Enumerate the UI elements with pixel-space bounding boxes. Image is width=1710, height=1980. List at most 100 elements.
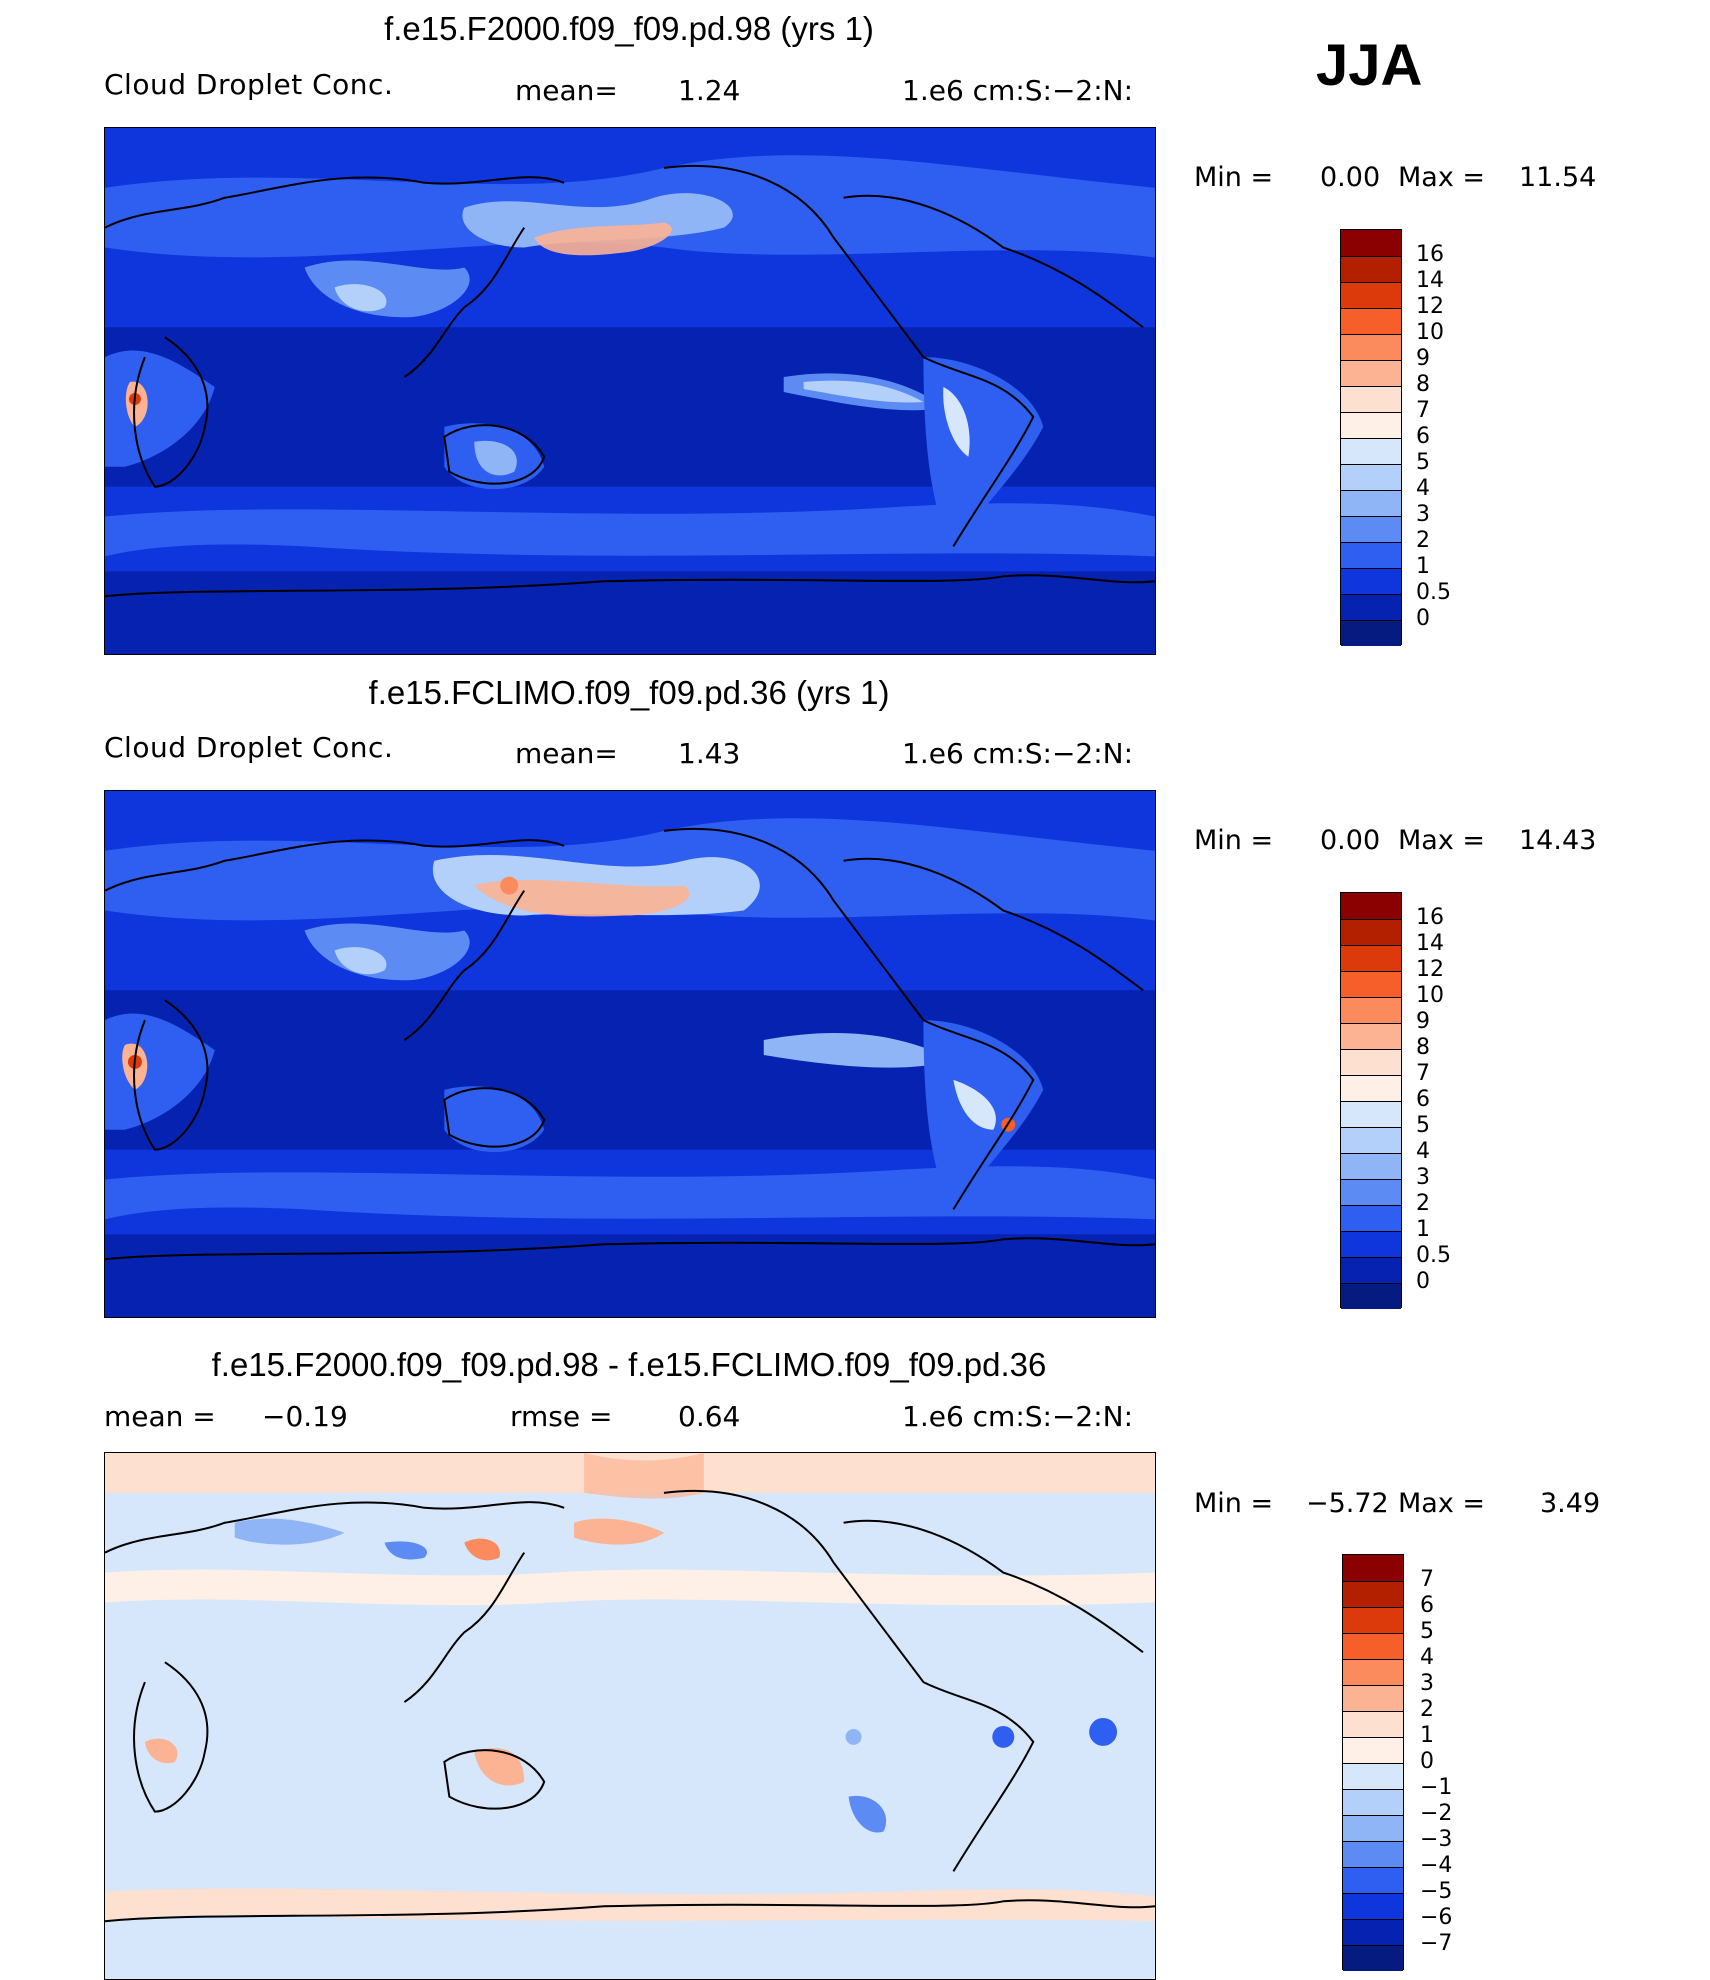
- panel3-colorbar-tick-label: 7: [1420, 1567, 1434, 1592]
- panel3-colorbar-tick-label: −1: [1420, 1775, 1453, 1800]
- panel1-colorbar-tick-label: 6: [1416, 424, 1430, 449]
- panel2-colorbar-swatch: [1341, 1179, 1401, 1205]
- panel1-colorbar-swatch: [1341, 386, 1401, 412]
- panel3-mean-label: mean =: [104, 1400, 216, 1433]
- panel2-colorbar-tick-label: 6: [1416, 1087, 1430, 1112]
- panel2-colorbar-swatch: [1341, 1101, 1401, 1127]
- panel2-colorbar-tick-label: 8: [1416, 1035, 1430, 1060]
- panel3-colorbar-tick-label: −7: [1420, 1931, 1453, 1956]
- panel3-colorbar-tick-label: −6: [1420, 1905, 1453, 1930]
- panel2-colorbar-swatch: [1341, 1023, 1401, 1049]
- panel2-colorbar-tick-label: 12: [1416, 957, 1444, 982]
- panel1-colorbar-tick-label: 1: [1416, 554, 1430, 579]
- panel3-colorbar-swatch: [1343, 1945, 1403, 1971]
- panel2-colorbar-tick-label: 14: [1416, 931, 1444, 956]
- panel2-colorbar-tick-label: 3: [1416, 1165, 1430, 1190]
- panel2-map: [104, 790, 1156, 1318]
- panel2-colorbar-swatch: [1341, 945, 1401, 971]
- panel3-colorbar-swatch: [1343, 1581, 1403, 1607]
- panel2-colorbar-tick-label: 5: [1416, 1113, 1430, 1138]
- panel2-colorbar-tick-label: 0: [1416, 1269, 1430, 1294]
- panel3-units: 1.e6 cm:S:−2:N:: [902, 1400, 1134, 1433]
- panel1-colorbar: [1340, 229, 1402, 646]
- panel3-mean-value: −0.19: [262, 1400, 348, 1433]
- panel3-colorbar-tick-label: 3: [1420, 1671, 1434, 1696]
- panel2-colorbar-tick-label: 7: [1416, 1061, 1430, 1086]
- panel3-colorbar-swatch: [1343, 1685, 1403, 1711]
- panel1-max-label: Max =: [1398, 162, 1486, 193]
- panel3-colorbar-swatch: [1343, 1555, 1403, 1581]
- panel2-title: f.e15.FCLIMO.f09_f09.pd.36 (yrs 1): [368, 674, 890, 711]
- panel1-colorbar-swatch: [1341, 282, 1401, 308]
- panel2-colorbar-swatch: [1341, 1205, 1401, 1231]
- panel3-title: f.e15.F2000.f09_f09.pd.98 - f.e15.FCLIMO…: [211, 1346, 1047, 1383]
- panel2-colorbar-tick-label: 0.5: [1416, 1243, 1451, 1268]
- panel3-colorbar-swatch: [1343, 1607, 1403, 1633]
- panel1-colorbar-tick-label: 5: [1416, 450, 1430, 475]
- panel1-colorbar-tick-label: 8: [1416, 372, 1430, 397]
- panel1-colorbar-tick-label: 16: [1416, 242, 1444, 267]
- panel1-colorbar-swatch: [1341, 256, 1401, 282]
- panel1-colorbar-tick-label: 0.5: [1416, 580, 1451, 605]
- panel3-colorbar-tick-label: −5: [1420, 1879, 1453, 1904]
- panel2-min-label: Min =: [1194, 825, 1274, 856]
- panel3-colorbar-swatch: [1343, 1867, 1403, 1893]
- panel1-colorbar-tick-label: 4: [1416, 476, 1430, 501]
- panel2-colorbar-tick-label: 2: [1416, 1191, 1430, 1216]
- panel3-colorbar-swatch: [1343, 1659, 1403, 1685]
- panel3-max-label: Max =: [1398, 1488, 1486, 1519]
- panel3-colorbar-tick-label: 0: [1420, 1749, 1434, 1774]
- panel1-colorbar-tick-label: 12: [1416, 294, 1444, 319]
- panel3-map: [104, 1452, 1156, 1980]
- panel2-colorbar-swatch: [1341, 1127, 1401, 1153]
- panel3-colorbar-tick-label: −2: [1420, 1801, 1453, 1826]
- panel3-colorbar-swatch: [1343, 1763, 1403, 1789]
- panel2-max-label: Max =: [1398, 825, 1486, 856]
- panel2-colorbar-swatch: [1341, 1257, 1401, 1283]
- panel1-colorbar-swatch: [1341, 516, 1401, 542]
- panel3-colorbar-tick-label: −4: [1420, 1853, 1453, 1878]
- panel1-colorbar-swatch: [1341, 334, 1401, 360]
- panel1-colorbar-swatch: [1341, 308, 1401, 334]
- panel3-colorbar-swatch: [1343, 1919, 1403, 1945]
- panel1-colorbar-swatch: [1341, 594, 1401, 620]
- panel1-mean-value: 1.24: [678, 74, 741, 107]
- panel1-variable: Cloud Droplet Conc.: [104, 68, 394, 101]
- panel3-colorbar-tick-label: 4: [1420, 1645, 1434, 1670]
- panel1-colorbar-swatch: [1341, 360, 1401, 386]
- panel1-colorbar-tick-label: 2: [1416, 528, 1430, 553]
- panel2-colorbar-swatch: [1341, 1049, 1401, 1075]
- panel1-colorbar-tick-label: 7: [1416, 398, 1430, 423]
- panel3-colorbar-tick-label: 5: [1420, 1619, 1434, 1644]
- panel1-max-value: 11.54: [1519, 162, 1597, 193]
- panel2-colorbar-tick-label: 9: [1416, 1009, 1430, 1034]
- panel3-colorbar-swatch: [1343, 1737, 1403, 1763]
- panel3-colorbar-swatch: [1343, 1789, 1403, 1815]
- panel1-colorbar-swatch: [1341, 568, 1401, 594]
- panel1-min-label: Min =: [1194, 162, 1274, 193]
- panel3-colorbar-tick-label: 2: [1420, 1697, 1434, 1722]
- panel1-colorbar-tick-label: 0: [1416, 606, 1430, 631]
- panel2-colorbar-swatch: [1341, 997, 1401, 1023]
- panel1-title: f.e15.F2000.f09_f09.pd.98 (yrs 1): [384, 10, 874, 47]
- panel2-colorbar-tick-label: 4: [1416, 1139, 1430, 1164]
- panel2-variable: Cloud Droplet Conc.: [104, 731, 394, 764]
- panel2-mean-value: 1.43: [678, 737, 741, 770]
- panel3-colorbar-tick-label: 6: [1420, 1593, 1434, 1618]
- panel1-colorbar-tick-label: 14: [1416, 268, 1444, 293]
- panel3-min-value: −5.72: [1306, 1488, 1389, 1519]
- panel2-colorbar-swatch: [1341, 1153, 1401, 1179]
- panel3-colorbar-swatch: [1343, 1815, 1403, 1841]
- panel3-colorbar-swatch: [1343, 1841, 1403, 1867]
- panel2-colorbar-swatch: [1341, 919, 1401, 945]
- panel1-colorbar-swatch: [1341, 542, 1401, 568]
- panel1-colorbar-swatch: [1341, 620, 1401, 646]
- panel1-colorbar-tick-label: 3: [1416, 502, 1430, 527]
- panel3-max-value: 3.49: [1540, 1488, 1601, 1519]
- panel1-mean-label: mean=: [515, 74, 618, 107]
- panel2-colorbar-tick-label: 16: [1416, 905, 1444, 930]
- panel1-colorbar-swatch: [1341, 230, 1401, 256]
- panel3-colorbar-swatch: [1343, 1711, 1403, 1737]
- panel2-colorbar-swatch: [1341, 1283, 1401, 1309]
- panel2-colorbar-swatch: [1341, 893, 1401, 919]
